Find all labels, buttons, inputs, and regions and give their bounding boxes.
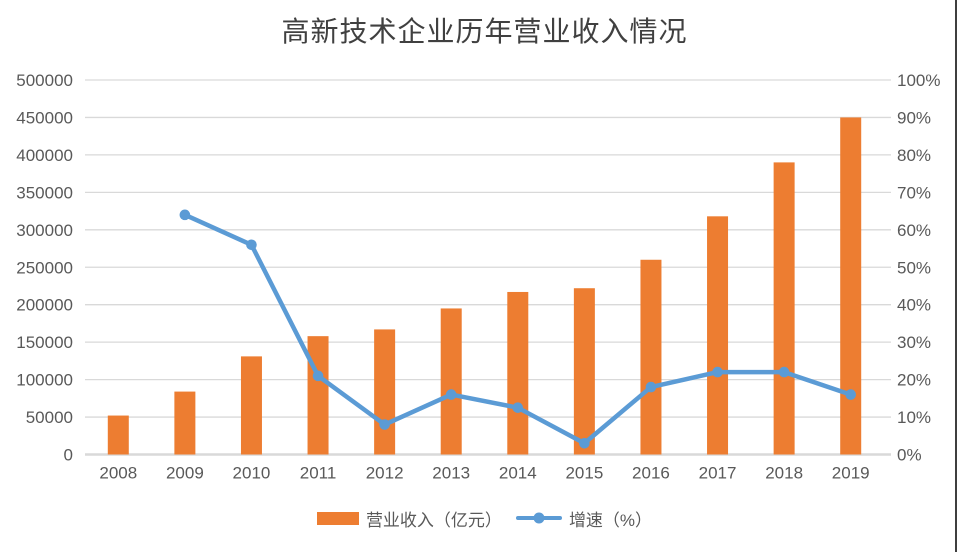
x-axis-tick-label: 2014	[499, 464, 537, 483]
growth-point	[445, 389, 457, 400]
growth-point	[246, 239, 257, 251]
y-axis-tick-label: 200000	[16, 296, 73, 315]
x-axis-tick-label: 2015	[565, 464, 603, 483]
revenue-bar	[840, 117, 862, 455]
x-axis-tick-label: 2011	[300, 464, 337, 483]
secondary-axis-tick-label: 30%	[897, 333, 931, 352]
revenue-bar	[573, 288, 595, 455]
secondary-axis-tick-label: 0%	[897, 446, 922, 465]
y-axis-tick-label: 150000	[16, 333, 73, 352]
revenue-bar	[640, 259, 662, 455]
x-axis-tick-label: 2018	[765, 464, 803, 483]
y-axis-tick-label: 350000	[16, 183, 73, 202]
secondary-axis-tick-label: 20%	[897, 371, 931, 390]
revenue-bar	[707, 216, 729, 455]
y-axis-tick-label: 500000	[16, 71, 73, 90]
revenue-bar	[773, 162, 795, 455]
growth-point	[512, 402, 524, 413]
secondary-axis-tick-label: 80%	[897, 146, 931, 165]
growth-point	[778, 366, 790, 378]
y-axis-tick-label: 300000	[16, 221, 73, 240]
growth-point	[645, 381, 657, 393]
secondary-axis-tick-label: 90%	[897, 108, 931, 127]
x-axis-tick-label: 2019	[832, 464, 870, 483]
growth-point	[312, 370, 324, 382]
x-axis-tick-label: 2017	[699, 464, 737, 483]
y-axis-tick-label: 400000	[16, 146, 73, 165]
x-axis-tick-label: 2016	[632, 464, 670, 483]
y-axis-tick-label: 250000	[16, 258, 73, 277]
legend-item-revenue: 营业收入（亿元）	[316, 506, 502, 531]
revenue-bar	[307, 336, 329, 455]
growth-line-legend-dot	[533, 512, 545, 524]
legend-item-growth: 增速（%）	[515, 506, 653, 531]
growth-point	[712, 366, 723, 378]
page-edge-border	[955, 0, 957, 552]
growth-legend-label: 增速（%）	[568, 510, 653, 530]
x-axis-tick-label: 2010	[233, 464, 271, 483]
secondary-axis-tick-label: 40%	[897, 296, 931, 315]
chart-title: 高新技术企业历年营业收入情况	[281, 17, 688, 48]
growth-point	[579, 437, 590, 449]
revenue-legend-swatch	[316, 511, 359, 525]
revenue-legend-label: 营业收入（亿元）	[365, 510, 502, 530]
revenue-bar	[107, 415, 129, 455]
secondary-axis-tick-label: 70%	[897, 183, 931, 202]
revenue-bar	[174, 391, 196, 455]
x-axis-tick-label: 2009	[166, 464, 204, 483]
chart-legend: 营业收入（亿元） 增速（%）	[85, 504, 884, 532]
secondary-axis-tick-label: 100%	[897, 71, 940, 90]
revenue-bar	[374, 329, 396, 455]
growth-point	[845, 389, 857, 400]
growth-point	[179, 209, 191, 221]
y-axis-tick-label: 0	[64, 446, 73, 465]
revenue-bar	[507, 291, 529, 455]
growth-line-legend-swatch	[515, 512, 562, 524]
revenue-bar	[440, 308, 462, 455]
y-axis-tick-label: 50000	[26, 408, 73, 427]
y-axis-tick-label: 100000	[16, 371, 73, 390]
x-axis-tick-label: 2013	[432, 464, 470, 483]
x-axis-tick-label: 2012	[366, 464, 404, 483]
x-axis-tick-label: 2008	[99, 464, 137, 483]
y-axis-tick-label: 450000	[16, 108, 73, 127]
revenue-bar	[240, 356, 262, 455]
secondary-axis-tick-label: 50%	[897, 258, 931, 277]
growth-point	[379, 419, 390, 430]
secondary-axis-tick-label: 60%	[897, 221, 931, 240]
secondary-axis-tick-label: 10%	[897, 408, 931, 427]
